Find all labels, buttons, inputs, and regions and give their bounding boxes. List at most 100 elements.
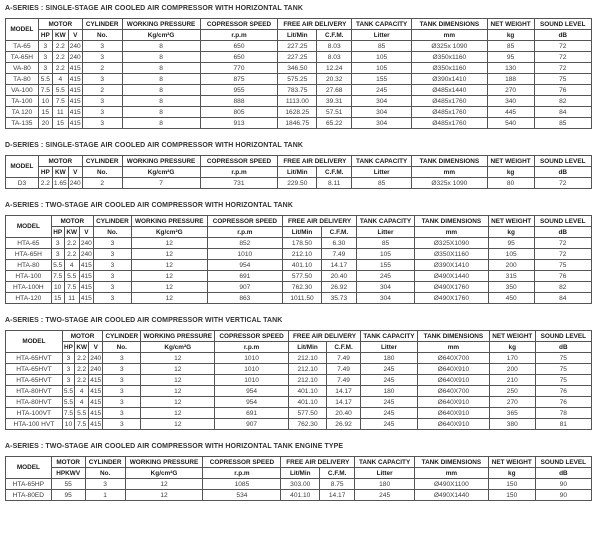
value-cell: 365 bbox=[488, 407, 536, 419]
column-subheader: KW bbox=[63, 226, 80, 238]
table-row: TA-65H 3 2.2 240 3 8 650 227.25 8.03 105 Ø350x1160… bbox=[5, 51, 593, 63]
value-cell: 14.17 bbox=[320, 259, 357, 271]
value-cell: 95 bbox=[487, 237, 535, 249]
value-cell: 245 bbox=[355, 270, 415, 282]
value-cell: 415 bbox=[88, 418, 104, 430]
table-row: HTA-80HVT 5.5 4 415 3 12 954 401.10 14.17 180 Ø640… bbox=[5, 385, 593, 397]
value-cell: 3 bbox=[81, 117, 123, 129]
value-cell: 227.25 bbox=[277, 40, 318, 52]
value-cell: 200 bbox=[488, 363, 536, 375]
value-cell: 27.68 bbox=[316, 84, 353, 96]
table-title: D-SERIES : SINGLE-STAGE AIR COOLED AIR C… bbox=[5, 142, 304, 149]
column-subheader: Lit/Min bbox=[277, 166, 318, 178]
value-cell: Ø485x1760 bbox=[411, 106, 488, 118]
column-header: CYLINDER bbox=[81, 155, 123, 167]
model-cell: HTA-65HVT bbox=[5, 352, 63, 364]
table-row: TA-100 10 7.5 415 3 8 888 1113.00 39.31 304 Ø485x1… bbox=[5, 95, 593, 107]
table-header: MODEL MOTOR CYLINDER WORKING PRESSURE COPRES… bbox=[5, 215, 593, 238]
value-cell: 2 bbox=[81, 84, 123, 96]
value-cell: Ø490X1440 bbox=[414, 489, 489, 501]
value-cell: Ø490X1760 bbox=[413, 281, 489, 293]
value-cell: 14.17 bbox=[319, 489, 356, 501]
value-cell: 90 bbox=[534, 489, 593, 501]
spec-table: MODEL MOTOR CYLINDER WORKING PRESSURE COPRES… bbox=[5, 456, 593, 501]
column-subheader: KW bbox=[51, 29, 69, 41]
table-row: HTA-120 15 11 415 3 12 863 1011.50 35.73 304 Ø490X… bbox=[5, 292, 593, 304]
value-cell: 20.40 bbox=[320, 270, 357, 282]
model-cell: HTA-100 bbox=[5, 270, 52, 282]
table-row: HTA-80ED 95 1 12 534 401.10 14.17 245 Ø490X1440 1… bbox=[5, 489, 593, 501]
value-cell: 1.65 bbox=[51, 177, 69, 189]
value-cell: 14.17 bbox=[326, 396, 362, 408]
column-header: FREE AIR DELIVERY bbox=[280, 456, 356, 468]
value-cell: 7.5 bbox=[74, 418, 90, 430]
column-subheader: No. bbox=[92, 226, 132, 238]
value-cell: Ø325x 1090 bbox=[411, 177, 488, 189]
column-header: WORKING PRESSURE bbox=[130, 215, 208, 227]
column-subheader: V bbox=[88, 341, 104, 353]
value-cell: 10 bbox=[37, 95, 53, 107]
spec-table: MODEL MOTOR CYLINDER WORKING PRESSURE COPRES… bbox=[5, 330, 593, 430]
column-subheader: mm bbox=[416, 341, 490, 353]
model-cell: D3 bbox=[5, 177, 39, 189]
value-cell: 12 bbox=[140, 374, 216, 386]
value-cell: 303.00 bbox=[280, 478, 321, 490]
column-header: SOUND LEVEL bbox=[534, 456, 593, 468]
value-cell: 82 bbox=[533, 281, 593, 293]
value-cell: 26.92 bbox=[320, 281, 357, 293]
value-cell: 731 bbox=[199, 177, 279, 189]
value-cell: 3 bbox=[92, 248, 132, 260]
value-cell: 85 bbox=[355, 237, 415, 249]
column-subheader: HP bbox=[37, 166, 53, 178]
value-cell: 5.5 bbox=[37, 73, 53, 85]
column-subheader: C.F.M. bbox=[316, 166, 353, 178]
column-subheader: Kg/cm²G bbox=[124, 467, 204, 479]
value-cell: 3 bbox=[61, 352, 76, 364]
column-subheader: Kg/cm²G bbox=[140, 341, 216, 353]
value-cell: 35.73 bbox=[320, 292, 357, 304]
value-cell: Ø350X1160 bbox=[413, 248, 489, 260]
header-row-group: MODEL MOTOR CYLINDER WORKING PRESSURE COPRES… bbox=[5, 456, 593, 479]
value-cell: 12 bbox=[140, 418, 216, 430]
value-cell: 3 bbox=[50, 248, 65, 260]
value-cell: 55 bbox=[50, 478, 86, 490]
value-cell: 26.92 bbox=[326, 418, 362, 430]
value-cell: 7.5 bbox=[50, 270, 65, 282]
value-cell: 245 bbox=[360, 418, 418, 430]
value-cell: 415 bbox=[67, 73, 83, 85]
value-cell: 76 bbox=[533, 270, 593, 282]
value-cell: 7.49 bbox=[326, 374, 362, 386]
value-cell: 80 bbox=[486, 177, 535, 189]
column-header: MOTOR bbox=[37, 155, 83, 167]
value-cell: 245 bbox=[360, 407, 418, 419]
value-cell: 415 bbox=[88, 385, 104, 397]
column-header: CYLINDER bbox=[102, 330, 142, 342]
table-title: A-SERIES : SINGLE-STAGE AIR COOLED AIR C… bbox=[5, 5, 304, 12]
value-cell: Ø640X700 bbox=[416, 385, 490, 397]
spec-sheet: A-SERIES : SINGLE-STAGE AIR COOLED AIR C… bbox=[5, 5, 593, 501]
column-header: MOTOR bbox=[37, 18, 83, 30]
value-cell: 954 bbox=[214, 385, 289, 397]
value-cell: 315 bbox=[487, 270, 535, 282]
value-cell: 270 bbox=[488, 396, 536, 408]
model-cell: TA 120 bbox=[5, 106, 39, 118]
value-cell: 75 bbox=[533, 259, 593, 271]
column-subheader: Lit/Min bbox=[282, 226, 322, 238]
model-cell: HTA-80HVT bbox=[5, 385, 63, 397]
column-subheader: Litter bbox=[351, 166, 413, 178]
header-row-group: MODEL MOTOR CYLINDER WORKING PRESSURE COPRES… bbox=[5, 18, 593, 41]
value-cell: 2 bbox=[81, 62, 123, 74]
value-cell: 12 bbox=[130, 259, 208, 271]
value-cell: 85 bbox=[351, 40, 413, 52]
value-cell: 954 bbox=[206, 259, 284, 271]
value-cell: 401.10 bbox=[282, 259, 322, 271]
column-header: MOTOR bbox=[61, 330, 104, 342]
column-subheader: r.p.m bbox=[202, 467, 282, 479]
value-cell: 240 bbox=[67, 177, 83, 189]
value-cell: Ø640X700 bbox=[416, 352, 490, 364]
value-cell: 415 bbox=[78, 270, 94, 282]
column-header: CYLINDER bbox=[92, 215, 132, 227]
value-cell: 4 bbox=[63, 259, 80, 271]
